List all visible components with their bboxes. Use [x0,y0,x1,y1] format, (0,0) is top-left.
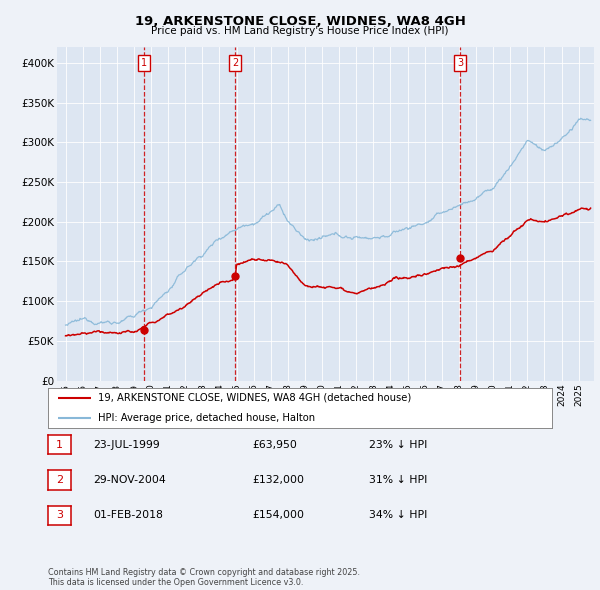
Text: 19, ARKENSTONE CLOSE, WIDNES, WA8 4GH: 19, ARKENSTONE CLOSE, WIDNES, WA8 4GH [134,15,466,28]
Text: 3: 3 [457,58,463,68]
Text: 34% ↓ HPI: 34% ↓ HPI [369,510,427,520]
Text: 23% ↓ HPI: 23% ↓ HPI [369,440,427,450]
Text: 2: 2 [56,475,63,485]
Text: Contains HM Land Registry data © Crown copyright and database right 2025.
This d: Contains HM Land Registry data © Crown c… [48,568,360,587]
Text: 1: 1 [56,440,63,450]
Text: 3: 3 [56,510,63,520]
Text: 19, ARKENSTONE CLOSE, WIDNES, WA8 4GH (detached house): 19, ARKENSTONE CLOSE, WIDNES, WA8 4GH (d… [98,393,412,402]
Text: 01-FEB-2018: 01-FEB-2018 [93,510,163,520]
Text: £154,000: £154,000 [252,510,304,520]
Text: 2: 2 [232,58,238,68]
Text: 29-NOV-2004: 29-NOV-2004 [93,475,166,485]
Text: Price paid vs. HM Land Registry's House Price Index (HPI): Price paid vs. HM Land Registry's House … [151,26,449,36]
Text: 1: 1 [140,58,146,68]
Text: HPI: Average price, detached house, Halton: HPI: Average price, detached house, Halt… [98,413,316,422]
Text: £132,000: £132,000 [252,475,304,485]
Text: £63,950: £63,950 [252,440,297,450]
Text: 23-JUL-1999: 23-JUL-1999 [93,440,160,450]
Text: 31% ↓ HPI: 31% ↓ HPI [369,475,427,485]
